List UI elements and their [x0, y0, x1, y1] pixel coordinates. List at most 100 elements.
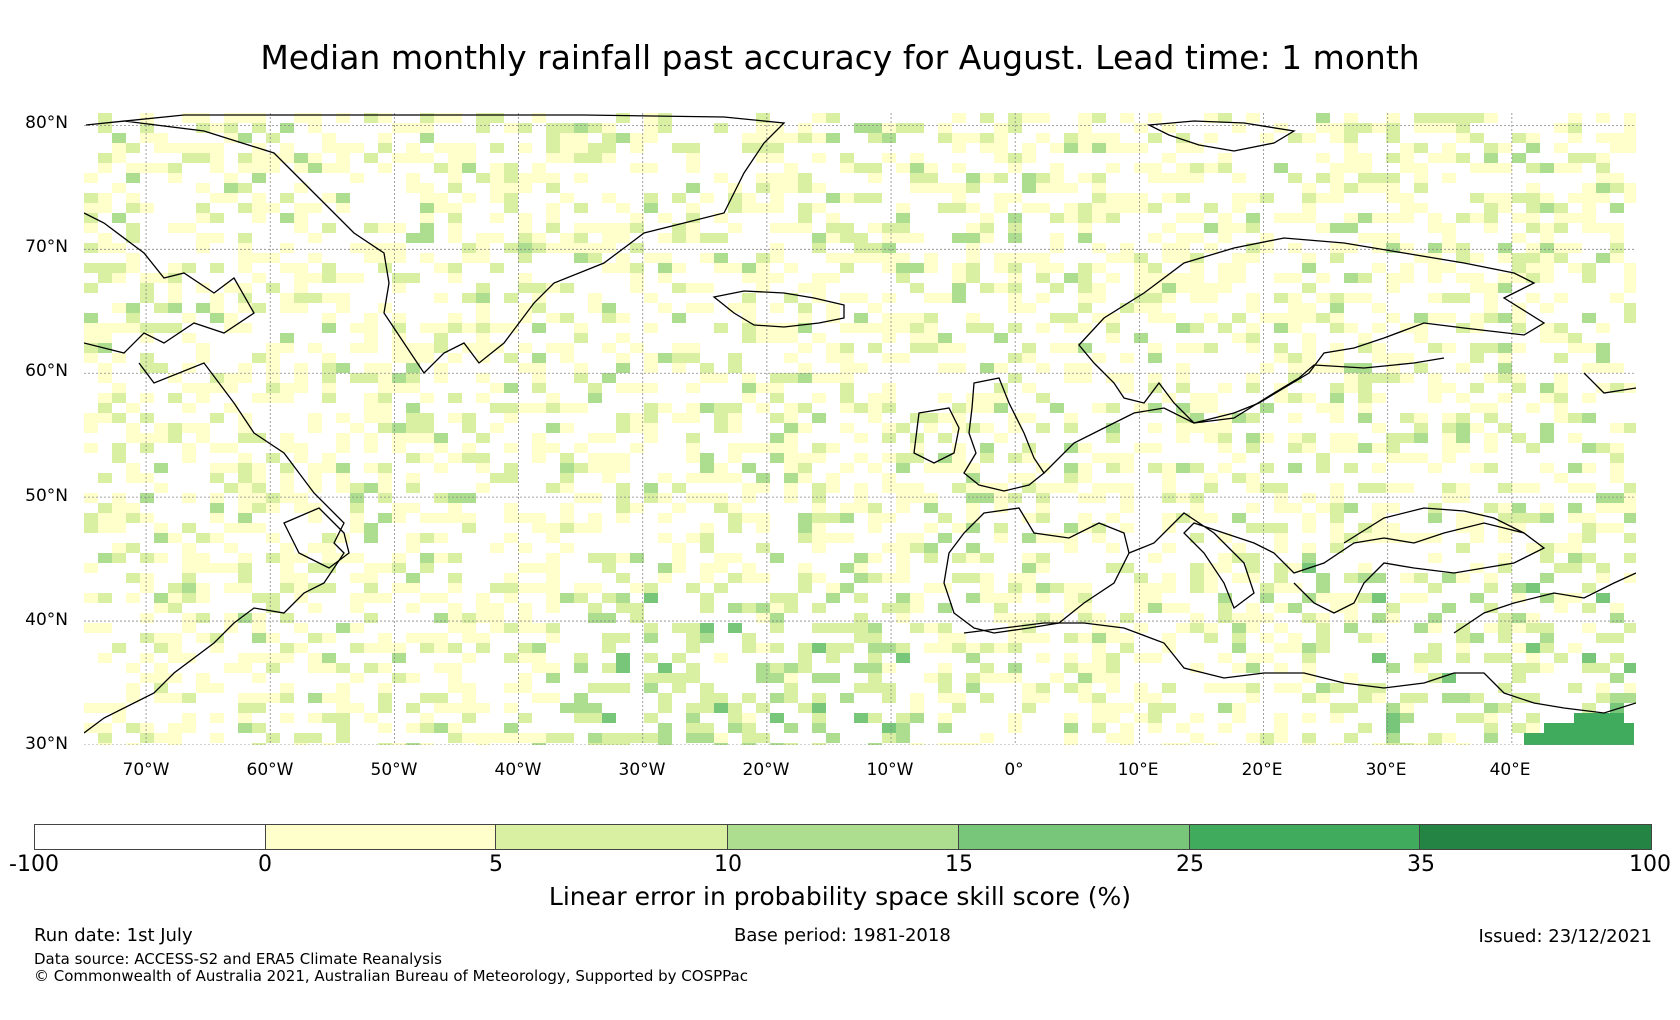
skill-cell — [1078, 493, 1092, 503]
skill-cell — [1064, 523, 1078, 533]
skill-cell — [518, 183, 532, 193]
great-britain-coastline — [963, 377, 1045, 492]
skill-cell — [1610, 423, 1624, 433]
skill-cell — [1288, 363, 1302, 373]
skill-cell — [1386, 113, 1400, 123]
skill-cell — [322, 583, 336, 593]
skill-cell — [770, 373, 784, 383]
skill-cell — [1428, 613, 1442, 623]
skill-cell — [1414, 313, 1428, 323]
skill-cell — [182, 153, 196, 163]
skill-cell — [252, 193, 266, 203]
skill-cell — [1008, 623, 1022, 633]
skill-cell — [532, 693, 546, 703]
skill-cell — [574, 373, 588, 383]
skill-cell — [420, 213, 434, 223]
skill-cell — [1596, 363, 1610, 373]
skill-cell — [224, 283, 238, 293]
skill-cell — [378, 383, 392, 393]
skill-cell — [266, 453, 280, 463]
skill-cell — [1162, 463, 1176, 473]
skill-cell — [798, 523, 812, 533]
skill-cell — [448, 493, 462, 503]
skill-cell — [1386, 173, 1400, 183]
skill-cell — [602, 453, 616, 463]
skill-cell — [1078, 233, 1092, 243]
skill-cell — [420, 133, 434, 143]
skill-cell — [980, 663, 994, 673]
skill-cell — [826, 483, 840, 493]
skill-cell — [1582, 343, 1596, 353]
skill-cell — [252, 123, 266, 133]
skill-cell — [868, 523, 882, 533]
skill-cell — [1008, 663, 1022, 673]
ireland-coastline — [913, 407, 960, 464]
skill-cell — [686, 533, 700, 543]
skill-cell — [1204, 683, 1218, 693]
skill-cell — [1484, 303, 1498, 313]
skill-cell — [966, 263, 980, 273]
skill-cell — [434, 363, 448, 373]
skill-cell — [658, 733, 672, 743]
skill-cell — [1470, 513, 1484, 523]
skill-cell — [1078, 683, 1092, 693]
skill-cell — [1176, 273, 1190, 283]
skill-cell — [406, 453, 420, 463]
skill-cell — [966, 243, 980, 253]
skill-cell — [168, 303, 182, 313]
skill-cell — [1470, 213, 1484, 223]
skill-cell — [1274, 273, 1288, 283]
skill-cell — [1204, 433, 1218, 443]
skill-cell — [602, 153, 616, 163]
skill-cell — [1120, 493, 1134, 503]
skill-cell — [1358, 343, 1372, 353]
skill-cell — [1064, 483, 1078, 493]
skill-cell — [560, 463, 574, 473]
skill-cell — [1036, 693, 1050, 703]
skill-cell — [1330, 163, 1344, 173]
skill-cell — [672, 223, 686, 233]
skill-cell — [532, 363, 546, 373]
skill-cell — [518, 623, 532, 633]
skill-cell — [1484, 343, 1498, 353]
skill-cell — [1176, 373, 1190, 383]
skill-cell — [98, 363, 112, 373]
skill-cell — [1330, 243, 1344, 253]
skill-cell — [308, 233, 322, 243]
skill-cell — [294, 303, 308, 313]
skill-cell — [1260, 243, 1274, 253]
skill-cell — [1512, 433, 1526, 443]
skill-cell — [1260, 523, 1274, 533]
skill-cell — [112, 263, 126, 273]
skill-cell — [1610, 203, 1624, 213]
skill-cell — [1078, 293, 1092, 303]
skill-cell — [714, 213, 728, 223]
skill-cell — [630, 603, 644, 613]
skill-cell — [1596, 503, 1610, 513]
skill-cell — [1442, 733, 1456, 743]
skill-cell — [574, 233, 588, 243]
skill-cell — [1288, 273, 1302, 283]
skill-cell — [812, 713, 826, 723]
skill-cell — [574, 443, 588, 453]
skill-cell — [966, 183, 980, 193]
skill-cell — [1610, 703, 1624, 713]
skill-cell — [182, 363, 196, 373]
skill-cell — [504, 623, 518, 633]
skill-cell — [1176, 423, 1190, 433]
skill-cell — [700, 363, 714, 373]
skill-cell — [798, 463, 812, 473]
skill-cell — [910, 123, 924, 133]
europe-north-coastline — [1043, 407, 1195, 474]
skill-cell — [1386, 743, 1400, 745]
skill-cell — [518, 273, 532, 283]
skill-cell — [574, 223, 588, 233]
skill-cell — [1610, 293, 1624, 303]
skill-cell — [686, 403, 700, 413]
skill-cell — [588, 393, 602, 403]
skill-cell — [1260, 313, 1274, 323]
skill-cell — [1204, 513, 1218, 523]
skill-cell — [462, 653, 476, 663]
skill-cell — [280, 243, 294, 253]
skill-cell — [798, 473, 812, 483]
